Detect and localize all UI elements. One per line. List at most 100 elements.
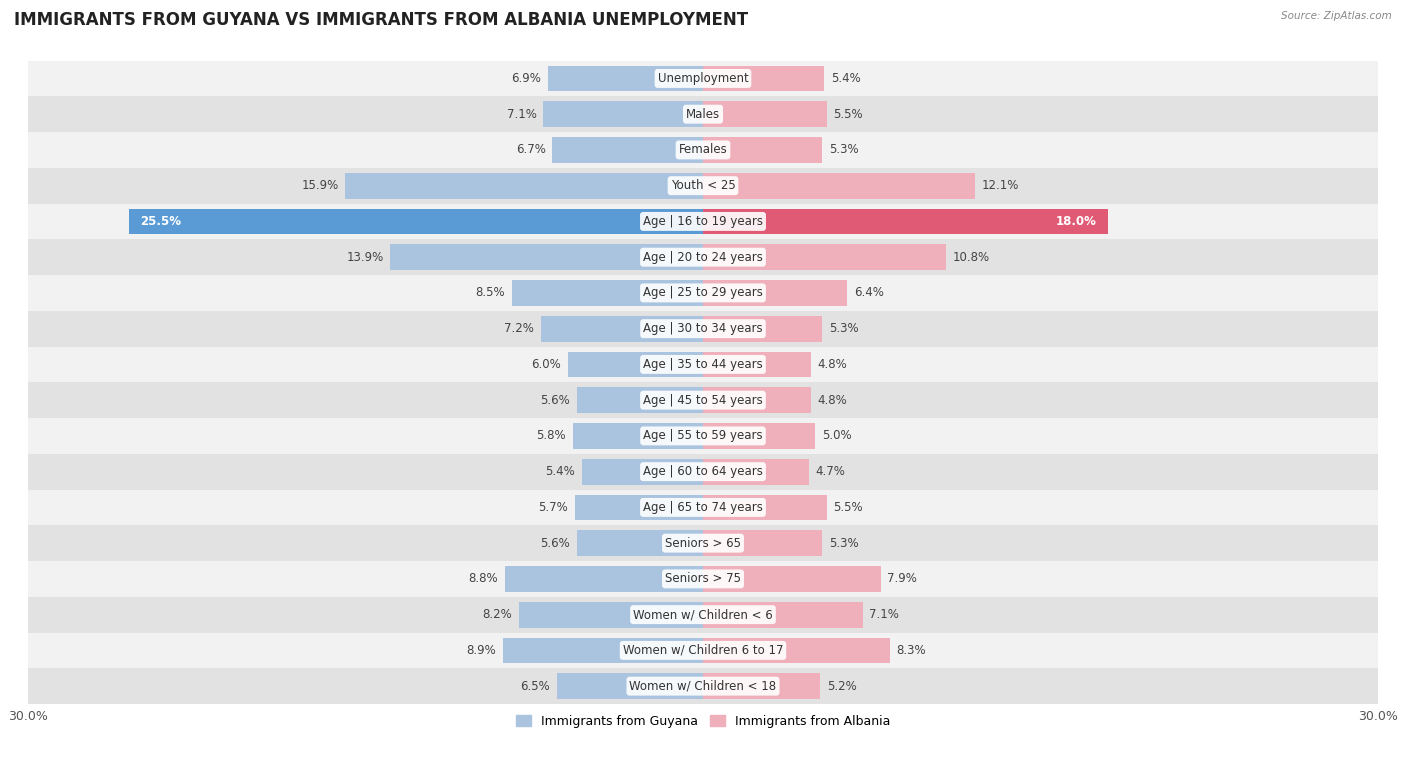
Bar	[703, 245, 946, 270]
Text: 5.7%: 5.7%	[538, 501, 568, 514]
Bar	[28, 597, 1378, 633]
Text: 5.8%: 5.8%	[536, 429, 565, 442]
Bar	[28, 239, 1378, 275]
Text: Age | 25 to 29 years: Age | 25 to 29 years	[643, 286, 763, 300]
Bar	[703, 388, 811, 413]
Bar	[576, 388, 703, 413]
Bar	[129, 208, 703, 235]
Text: 5.2%: 5.2%	[827, 680, 856, 693]
Legend: Immigrants from Guyana, Immigrants from Albania: Immigrants from Guyana, Immigrants from …	[510, 710, 896, 733]
Bar	[28, 525, 1378, 561]
Text: 8.5%: 8.5%	[475, 286, 505, 300]
Bar	[703, 423, 815, 449]
Bar	[703, 673, 820, 699]
Text: 5.6%: 5.6%	[540, 537, 571, 550]
Text: 7.9%: 7.9%	[887, 572, 917, 585]
Text: IMMIGRANTS FROM GUYANA VS IMMIGRANTS FROM ALBANIA UNEMPLOYMENT: IMMIGRANTS FROM GUYANA VS IMMIGRANTS FRO…	[14, 11, 748, 30]
Bar	[28, 490, 1378, 525]
Bar	[703, 602, 863, 628]
Bar	[703, 531, 823, 556]
Bar	[346, 173, 703, 198]
Bar	[391, 245, 703, 270]
Text: 7.2%: 7.2%	[505, 322, 534, 335]
Bar	[703, 101, 827, 127]
Bar	[28, 347, 1378, 382]
Text: 6.7%: 6.7%	[516, 143, 546, 157]
Text: Women w/ Children < 6: Women w/ Children < 6	[633, 608, 773, 621]
Bar	[553, 137, 703, 163]
Text: 7.1%: 7.1%	[506, 107, 537, 120]
Text: 7.1%: 7.1%	[869, 608, 900, 621]
Bar	[576, 531, 703, 556]
Bar	[703, 316, 823, 341]
Bar	[28, 561, 1378, 597]
Text: Females: Females	[679, 143, 727, 157]
Bar	[505, 566, 703, 592]
Text: Age | 20 to 24 years: Age | 20 to 24 years	[643, 251, 763, 263]
Text: Males: Males	[686, 107, 720, 120]
Text: 8.8%: 8.8%	[468, 572, 498, 585]
Text: 5.4%: 5.4%	[831, 72, 860, 85]
Bar	[541, 316, 703, 341]
Bar	[703, 173, 976, 198]
Bar	[548, 66, 703, 92]
Bar	[703, 66, 824, 92]
Text: 4.7%: 4.7%	[815, 465, 845, 478]
Bar	[28, 418, 1378, 453]
Bar	[703, 351, 811, 377]
Text: 25.5%: 25.5%	[141, 215, 181, 228]
Text: 5.5%: 5.5%	[834, 501, 863, 514]
Bar	[28, 96, 1378, 132]
Text: Age | 65 to 74 years: Age | 65 to 74 years	[643, 501, 763, 514]
Text: 5.3%: 5.3%	[830, 322, 859, 335]
Bar	[703, 459, 808, 484]
Text: Women w/ Children 6 to 17: Women w/ Children 6 to 17	[623, 644, 783, 657]
Text: Source: ZipAtlas.com: Source: ZipAtlas.com	[1281, 11, 1392, 21]
Text: 6.5%: 6.5%	[520, 680, 550, 693]
Bar	[582, 459, 703, 484]
Text: 8.2%: 8.2%	[482, 608, 512, 621]
Bar	[28, 382, 1378, 418]
Bar	[568, 351, 703, 377]
Text: Seniors > 65: Seniors > 65	[665, 537, 741, 550]
Text: 12.1%: 12.1%	[981, 179, 1019, 192]
Text: Women w/ Children < 18: Women w/ Children < 18	[630, 680, 776, 693]
Text: Age | 55 to 59 years: Age | 55 to 59 years	[643, 429, 763, 442]
Text: 8.9%: 8.9%	[467, 644, 496, 657]
Text: 4.8%: 4.8%	[818, 394, 848, 407]
Text: 5.0%: 5.0%	[823, 429, 852, 442]
Bar	[519, 602, 703, 628]
Bar	[703, 637, 890, 663]
Bar	[575, 494, 703, 520]
Bar	[703, 208, 1108, 235]
Bar	[28, 633, 1378, 668]
Bar	[503, 637, 703, 663]
Text: 5.3%: 5.3%	[830, 143, 859, 157]
Bar	[28, 132, 1378, 168]
Bar	[28, 668, 1378, 704]
Bar	[557, 673, 703, 699]
Bar	[28, 275, 1378, 311]
Bar	[703, 566, 880, 592]
Text: Unemployment: Unemployment	[658, 72, 748, 85]
Bar	[512, 280, 703, 306]
Bar	[28, 168, 1378, 204]
Text: 13.9%: 13.9%	[346, 251, 384, 263]
Bar	[572, 423, 703, 449]
Text: Youth < 25: Youth < 25	[671, 179, 735, 192]
Text: 18.0%: 18.0%	[1056, 215, 1097, 228]
Bar	[543, 101, 703, 127]
Bar	[703, 280, 846, 306]
Text: 4.8%: 4.8%	[818, 358, 848, 371]
Text: 6.0%: 6.0%	[531, 358, 561, 371]
Text: Seniors > 75: Seniors > 75	[665, 572, 741, 585]
Text: 5.6%: 5.6%	[540, 394, 571, 407]
Text: 5.4%: 5.4%	[546, 465, 575, 478]
Text: 5.3%: 5.3%	[830, 537, 859, 550]
Bar	[703, 494, 827, 520]
Bar	[28, 311, 1378, 347]
Text: Age | 30 to 34 years: Age | 30 to 34 years	[643, 322, 763, 335]
Text: 8.3%: 8.3%	[897, 644, 927, 657]
Bar	[28, 204, 1378, 239]
Bar	[703, 137, 823, 163]
